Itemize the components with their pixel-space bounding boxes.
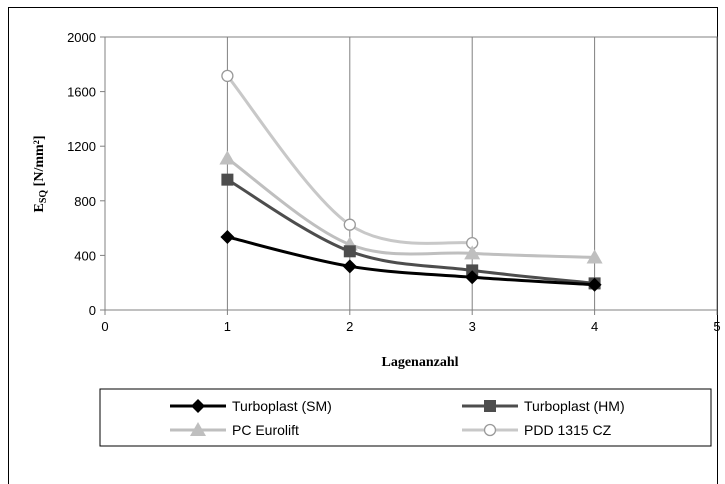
x-tick-label: 3 xyxy=(469,319,476,334)
y-tick-label: 0 xyxy=(89,303,96,318)
y-tick-label: 2000 xyxy=(67,30,96,45)
series-3 xyxy=(221,69,479,250)
x-tick-label: 0 xyxy=(101,319,108,334)
y-axis-title-unit: [N/mm²] xyxy=(32,135,47,189)
legend-label: PDD 1315 CZ xyxy=(524,422,612,438)
grid-lines xyxy=(226,37,596,310)
marker-triangle xyxy=(190,422,206,436)
series-2 xyxy=(219,150,603,264)
series-0 xyxy=(220,229,602,292)
y-axis-title: ESQ [N/mm²] xyxy=(32,135,49,212)
marker-circle xyxy=(221,69,234,83)
x-tick-label: 5 xyxy=(713,319,720,334)
marker-circle xyxy=(343,218,356,231)
y-tick-label: 800 xyxy=(74,194,96,209)
marker-square xyxy=(221,173,234,186)
series-layer xyxy=(219,69,603,292)
y-tick-label: 400 xyxy=(74,248,96,263)
x-tick-label: 1 xyxy=(224,319,231,334)
marker-diamond xyxy=(465,270,480,285)
legend-box xyxy=(99,388,712,447)
marker-triangle xyxy=(219,150,236,165)
marker-triangle xyxy=(464,245,481,260)
marker-diamond xyxy=(220,229,235,244)
legend-label: Turboplast (SM) xyxy=(232,398,332,414)
y-axis-title-main: E xyxy=(32,203,47,212)
y-axis-title-sub: SQ xyxy=(38,190,49,204)
legend: Turboplast (SM) Turboplast (HM) PC Eurolif… xyxy=(170,398,625,438)
plot-area xyxy=(104,36,718,311)
x-axis-title: Lagenanzahl xyxy=(381,355,458,370)
legend-label: Turboplast (HM) xyxy=(524,398,625,414)
legend-item: Turboplast (HM) xyxy=(462,398,625,414)
legend-item: PDD 1315 CZ xyxy=(462,422,612,438)
series-line xyxy=(226,178,595,285)
marker-square xyxy=(484,400,496,412)
marker-diamond xyxy=(191,399,205,413)
x-tick-label: 4 xyxy=(591,319,598,334)
marker-square xyxy=(343,245,356,258)
marker-diamond xyxy=(587,277,602,292)
y-tick-label: 1600 xyxy=(67,85,96,100)
legend-label: PC Eurolift xyxy=(232,422,299,438)
legend-item: PC Eurolift xyxy=(170,422,299,438)
y-tick-label: 1200 xyxy=(67,139,96,154)
marker-circle xyxy=(483,423,497,437)
marker-triangle xyxy=(586,249,603,264)
x-tick-label: 2 xyxy=(346,319,353,334)
legend-item: Turboplast (SM) xyxy=(170,398,332,414)
series-line xyxy=(227,235,595,287)
series-line xyxy=(226,157,595,259)
tick-labels: 0 400 800 1200 1600 2000 0 1 2 3 4 5 xyxy=(67,30,721,334)
marker-diamond xyxy=(342,259,357,274)
